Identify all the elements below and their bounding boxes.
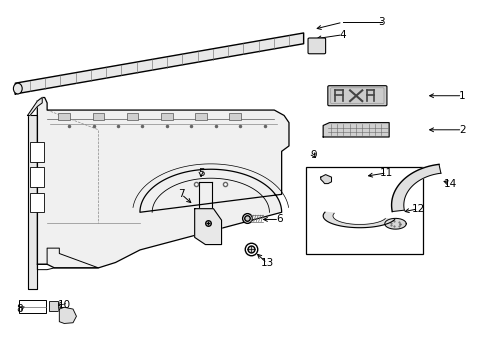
Ellipse shape [13, 83, 22, 94]
Text: 13: 13 [260, 258, 273, 268]
Polygon shape [37, 98, 289, 268]
Text: 1: 1 [459, 91, 466, 101]
Polygon shape [385, 219, 406, 229]
Bar [49, 301, 58, 311]
Bar [161, 113, 172, 120]
Text: 6: 6 [276, 215, 283, 224]
Bar [30, 193, 44, 212]
Polygon shape [392, 165, 441, 212]
Polygon shape [323, 123, 389, 137]
Bar [93, 113, 104, 120]
Text: 3: 3 [378, 17, 385, 27]
Bar [58, 113, 70, 120]
Text: 2: 2 [459, 125, 466, 135]
Text: 8: 8 [16, 304, 23, 314]
Text: 4: 4 [340, 30, 346, 40]
Text: 14: 14 [443, 179, 457, 189]
Polygon shape [321, 175, 331, 184]
Polygon shape [195, 209, 221, 244]
Bar [19, 300, 46, 314]
Polygon shape [15, 33, 304, 94]
Bar [30, 142, 44, 162]
Bar [229, 113, 241, 120]
Text: 9: 9 [310, 150, 317, 160]
Polygon shape [27, 116, 37, 289]
Bar [306, 167, 423, 253]
FancyBboxPatch shape [328, 86, 387, 106]
Text: 12: 12 [412, 204, 425, 214]
FancyBboxPatch shape [308, 38, 326, 54]
Text: 11: 11 [380, 168, 393, 178]
Bar [30, 167, 44, 187]
Text: 5: 5 [197, 168, 204, 178]
Bar [127, 113, 139, 120]
Bar [195, 113, 207, 120]
Text: 10: 10 [58, 300, 71, 310]
Polygon shape [27, 98, 42, 116]
Polygon shape [59, 307, 76, 323]
Text: 7: 7 [178, 189, 185, 199]
Polygon shape [323, 212, 394, 228]
